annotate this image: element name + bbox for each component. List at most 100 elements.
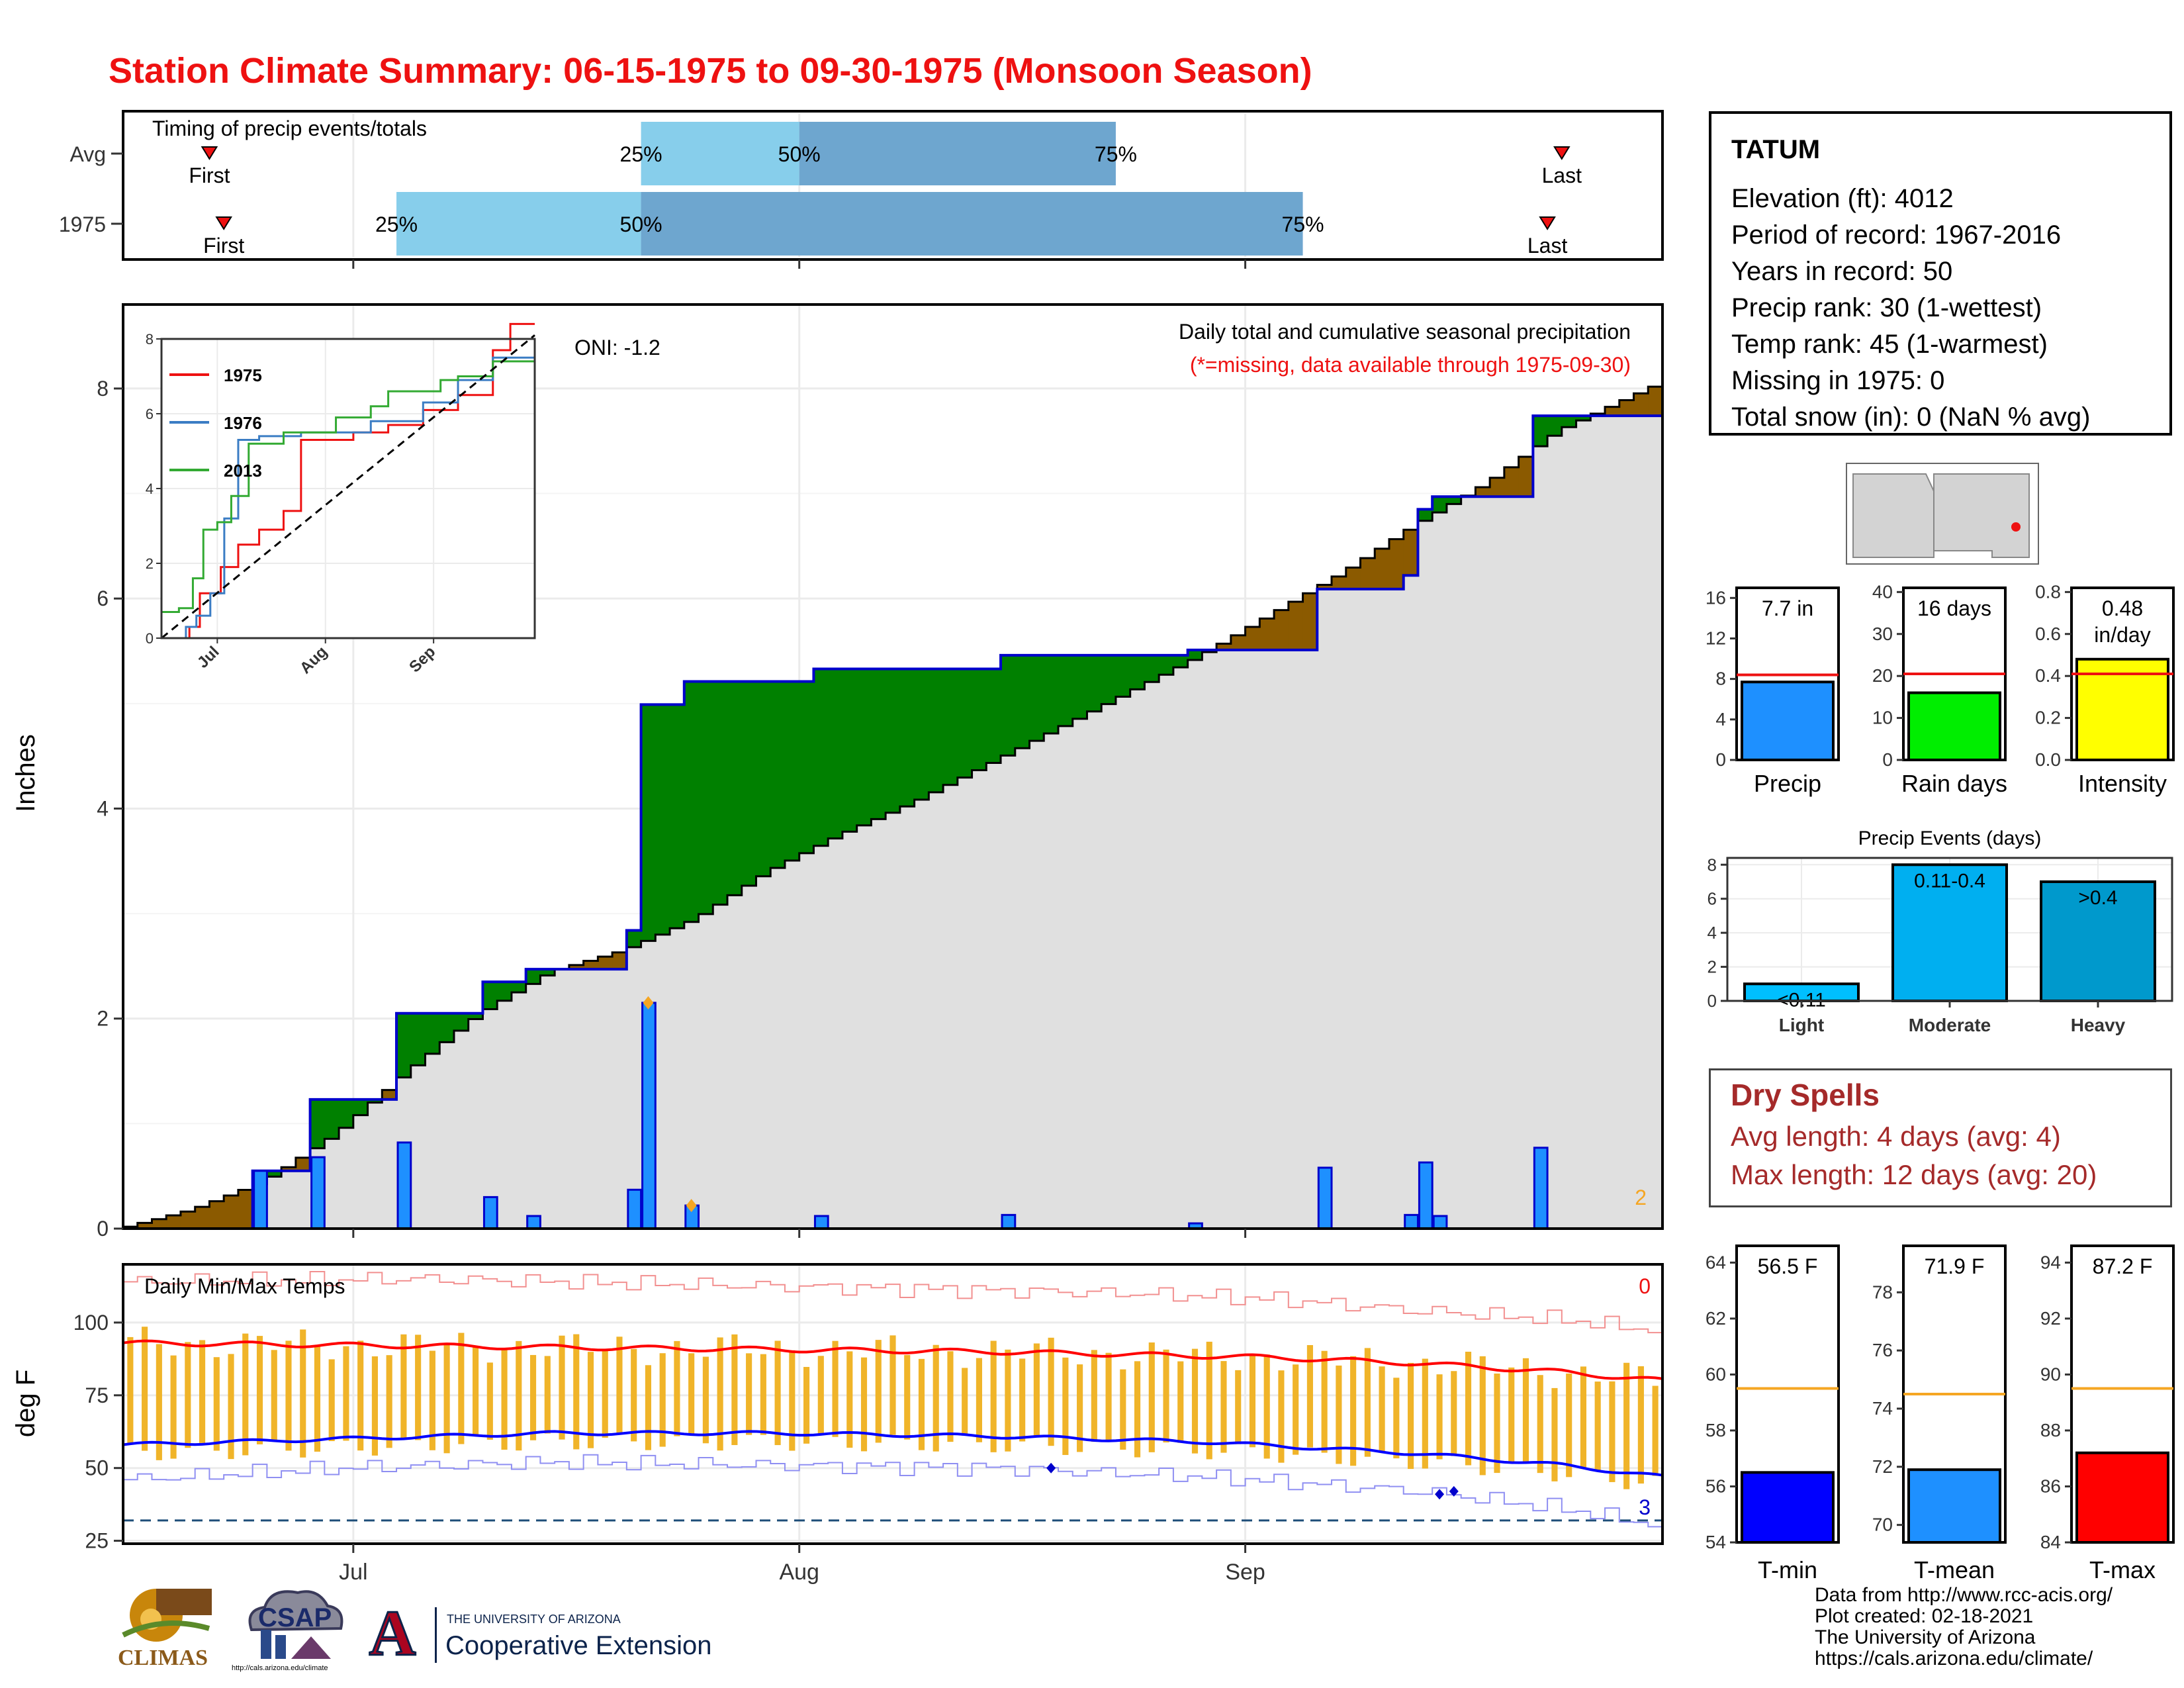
totals-ytick-label: 0.4 bbox=[2035, 665, 2061, 686]
daily-temp-range-bar bbox=[962, 1368, 968, 1436]
cum-baseline-fill bbox=[281, 1170, 296, 1229]
cum-anomaly-fill bbox=[626, 930, 642, 947]
footer-created: Plot created: 02-18-2021 bbox=[1815, 1605, 2034, 1627]
cum-baseline-fill bbox=[828, 838, 843, 1229]
daily-temp-range-bar bbox=[256, 1336, 263, 1444]
timing-q50-q75-bar bbox=[641, 192, 1303, 256]
daily-precip-bar-0 bbox=[253, 1170, 268, 1230]
temp-means-ytick-label: 84 bbox=[2040, 1532, 2061, 1552]
events-bar-moderate bbox=[1891, 863, 2008, 1003]
cum-baseline-fill bbox=[770, 868, 786, 1229]
timing-q50-q75-bar bbox=[799, 122, 1116, 185]
daily-temp-range-bar bbox=[1350, 1356, 1357, 1466]
cum-anomaly-fill bbox=[1418, 509, 1433, 521]
daily-precip-bar-15 bbox=[1533, 1147, 1549, 1230]
daily-temp-range-bar bbox=[1479, 1356, 1486, 1476]
timing-title: Timing of precip events/totals bbox=[152, 117, 427, 140]
daily-temp-range-bar bbox=[185, 1342, 191, 1448]
climas-logo: CLIMAS bbox=[110, 1582, 216, 1675]
cum-baseline-fill bbox=[468, 1019, 484, 1229]
daily-temp-range-bar bbox=[1220, 1361, 1227, 1453]
info-missing: Missing in 1975: 0 bbox=[1731, 366, 1945, 395]
cum-baseline-fill bbox=[684, 921, 700, 1229]
info-precip-rank: Precip rank: 30 (1-wettest) bbox=[1731, 293, 2042, 322]
ua-logo: A THE UNIVERSITY OF ARIZONA Cooperative … bbox=[361, 1598, 745, 1669]
cum-baseline-fill bbox=[1202, 652, 1217, 1229]
daily-temp-range-bar bbox=[1508, 1367, 1515, 1464]
record-low-marker-1 bbox=[1435, 1489, 1445, 1500]
daily-temp-range-bar bbox=[860, 1357, 868, 1452]
daily-precip-bar-9 bbox=[1001, 1213, 1017, 1230]
daily-precip-bar-8 bbox=[813, 1215, 829, 1230]
cum-baseline-fill bbox=[1518, 496, 1533, 1229]
cum-baseline-fill bbox=[957, 777, 973, 1229]
totals-ytick-label: 0.6 bbox=[2035, 624, 2061, 644]
daily-temp-range-bar bbox=[1120, 1369, 1126, 1450]
totals-ytick-label: 0 bbox=[1715, 749, 1726, 770]
temp-means-ytick-label: 60 bbox=[1706, 1364, 1726, 1384]
cum-baseline-fill bbox=[1245, 649, 1260, 1229]
timing-row-label: Avg bbox=[69, 142, 106, 166]
temp-means-value-label: 56.5 F bbox=[1758, 1254, 1818, 1278]
daily-temp-range-bar bbox=[1393, 1378, 1400, 1459]
daily-temp-range-bar bbox=[199, 1340, 206, 1443]
daily-temp-range-bar bbox=[285, 1340, 292, 1451]
temp-means-ytick-label: 88 bbox=[2040, 1420, 2061, 1440]
daily-temp-range-bar bbox=[659, 1353, 666, 1447]
daily-temp-range-bar bbox=[1494, 1373, 1500, 1474]
tmin-normal-line bbox=[122, 1430, 1663, 1477]
cum-anomaly-fill bbox=[1547, 416, 1563, 436]
daily-temp-range-bar bbox=[1263, 1354, 1270, 1459]
temp-corner-count-bottom: 3 bbox=[1639, 1495, 1651, 1519]
cum-baseline-fill bbox=[655, 934, 670, 1229]
info-snow: Total snow (in): 0 (NaN % avg) bbox=[1731, 402, 2091, 432]
cum-baseline-fill bbox=[1403, 575, 1419, 1229]
timing-last-marker bbox=[1539, 216, 1556, 230]
daily-temp-range-bar bbox=[918, 1358, 925, 1450]
cum-baseline-fill bbox=[295, 1170, 311, 1229]
cum-anomaly-fill bbox=[741, 681, 757, 886]
daily-temp-range-bar bbox=[1580, 1366, 1587, 1469]
daily-temp-range-bar bbox=[170, 1355, 177, 1459]
cum-anomaly-fill bbox=[1015, 655, 1030, 749]
cum-baseline-fill bbox=[1375, 588, 1390, 1229]
cum-baseline-fill bbox=[511, 992, 527, 1229]
temp-means-bar-0 bbox=[1741, 1471, 1835, 1544]
daily-temp-range-bar bbox=[228, 1354, 234, 1460]
cum-baseline-fill bbox=[626, 947, 642, 1229]
cum-anomaly-fill bbox=[1504, 467, 1520, 497]
daily-temp-range-bar bbox=[529, 1354, 537, 1440]
daily-temp-range-bar bbox=[1652, 1385, 1659, 1476]
cum-anomaly-fill bbox=[828, 669, 843, 839]
cum-anomaly-fill bbox=[914, 669, 929, 800]
cum-baseline-fill bbox=[1001, 755, 1016, 1229]
record-low-marker-0 bbox=[1046, 1462, 1056, 1474]
cum-anomaly-fill bbox=[295, 1157, 311, 1171]
inset-ytick-label: 2 bbox=[146, 555, 154, 572]
daily-temp-range-bar bbox=[142, 1327, 148, 1451]
daily-temp-range-bar bbox=[213, 1357, 220, 1451]
temp-means-ytick-label: 76 bbox=[1872, 1340, 1893, 1360]
cum-baseline-fill bbox=[1230, 649, 1246, 1229]
cum-baseline-fill bbox=[555, 969, 570, 1229]
inset-ytick-label: 4 bbox=[146, 481, 154, 497]
cum-baseline-fill bbox=[914, 799, 929, 1229]
totals-value-label: 0.48 bbox=[2102, 596, 2143, 620]
cum-anomaly-fill bbox=[1533, 416, 1548, 447]
timing-first-label: First bbox=[189, 164, 230, 187]
cum-anomaly-fill bbox=[353, 1099, 369, 1115]
flagged-precip-marker-0 bbox=[643, 996, 654, 1009]
events-ytick-label: 0 bbox=[1707, 991, 1717, 1011]
daily-precip-bar-3 bbox=[482, 1196, 498, 1230]
ua-block-a-icon: A bbox=[368, 1598, 417, 1669]
cum-baseline-fill bbox=[1446, 504, 1462, 1229]
cum-anomaly-fill bbox=[1029, 655, 1044, 741]
map-state-arizona bbox=[1852, 473, 1934, 558]
cum-anomaly-fill bbox=[813, 669, 829, 846]
cum-baseline-fill bbox=[1015, 748, 1030, 1229]
dry-spells-avg: Avg length: 4 days (avg: 4) bbox=[1731, 1121, 2061, 1152]
temp-means-category-label: T-mean bbox=[1914, 1556, 1995, 1583]
cum-ytick-label: 8 bbox=[97, 377, 109, 400]
daily-temp-range-bar bbox=[933, 1344, 939, 1452]
cum-anomaly-fill bbox=[799, 681, 815, 853]
